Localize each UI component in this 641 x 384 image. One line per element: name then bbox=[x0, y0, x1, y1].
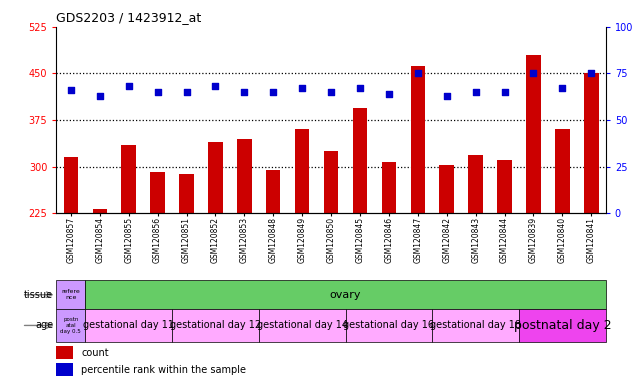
Point bbox=[557, 85, 567, 91]
Point bbox=[413, 70, 423, 76]
Point bbox=[210, 83, 221, 89]
Bar bbox=[179, 174, 194, 213]
Bar bbox=[56, 346, 73, 359]
Bar bbox=[56, 363, 73, 376]
Bar bbox=[440, 166, 454, 213]
Point bbox=[499, 89, 510, 95]
Text: gestational day 18: gestational day 18 bbox=[430, 320, 521, 331]
Bar bbox=[151, 172, 165, 213]
Point bbox=[470, 89, 481, 95]
Point bbox=[384, 91, 394, 97]
Bar bbox=[56, 309, 85, 342]
Bar bbox=[469, 156, 483, 213]
Text: refere
nce: refere nce bbox=[62, 289, 80, 300]
Bar bbox=[381, 162, 396, 213]
Point bbox=[239, 89, 249, 95]
Bar bbox=[526, 55, 541, 213]
Bar bbox=[519, 309, 606, 342]
Bar bbox=[324, 151, 338, 213]
Point bbox=[66, 87, 76, 93]
Bar bbox=[208, 142, 222, 213]
Bar bbox=[259, 309, 345, 342]
Text: gestational day 11: gestational day 11 bbox=[83, 320, 174, 331]
Point bbox=[326, 89, 336, 95]
Text: tissue: tissue bbox=[24, 290, 53, 300]
Bar bbox=[92, 209, 107, 213]
Text: age: age bbox=[35, 320, 53, 331]
Point bbox=[95, 93, 105, 99]
Bar bbox=[345, 309, 432, 342]
Text: percentile rank within the sample: percentile rank within the sample bbox=[81, 365, 246, 375]
Bar bbox=[432, 309, 519, 342]
Bar bbox=[85, 309, 172, 342]
Text: postn
atal
day 0.5: postn atal day 0.5 bbox=[60, 317, 81, 334]
Bar bbox=[295, 129, 310, 213]
Bar bbox=[237, 139, 251, 213]
Bar bbox=[63, 157, 78, 213]
Point bbox=[297, 85, 307, 91]
Point bbox=[528, 70, 538, 76]
Bar bbox=[172, 309, 259, 342]
Text: gestational day 14: gestational day 14 bbox=[256, 320, 347, 331]
Bar bbox=[266, 170, 281, 213]
Point bbox=[586, 70, 596, 76]
Point bbox=[355, 85, 365, 91]
Bar bbox=[56, 280, 85, 309]
Point bbox=[268, 89, 278, 95]
Point bbox=[442, 93, 452, 99]
Text: count: count bbox=[81, 348, 109, 358]
Point bbox=[181, 89, 192, 95]
Bar bbox=[121, 145, 136, 213]
Bar bbox=[353, 108, 367, 213]
Point bbox=[124, 83, 134, 89]
Point bbox=[153, 89, 163, 95]
Bar bbox=[497, 161, 512, 213]
Text: GDS2203 / 1423912_at: GDS2203 / 1423912_at bbox=[56, 11, 202, 24]
Text: ovary: ovary bbox=[329, 290, 362, 300]
Bar bbox=[584, 73, 599, 213]
Bar bbox=[555, 129, 570, 213]
Text: postnatal day 2: postnatal day 2 bbox=[513, 319, 611, 332]
Text: gestational day 16: gestational day 16 bbox=[344, 320, 435, 331]
Text: gestational day 12: gestational day 12 bbox=[170, 320, 261, 331]
Bar bbox=[411, 66, 425, 213]
